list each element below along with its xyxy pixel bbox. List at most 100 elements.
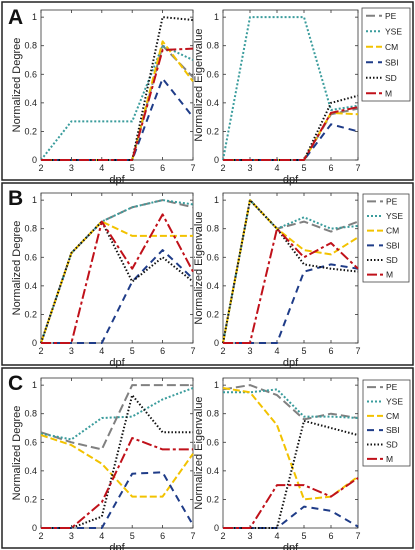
chart-a-degree: 2 3 4 5 6 7 0 0.2 0.4 0.6 0.8 1 dpf Normalized Degree (11, 9, 196, 186)
series-line-cm (40, 434, 194, 498)
y-tick-label: 0.2 (24, 494, 37, 504)
y-tick-label: 0.4 (206, 466, 219, 476)
x-tick-label: 5 (130, 163, 135, 173)
x-tick-label: 5 (301, 163, 306, 173)
y-tick-label: 0.8 (24, 409, 37, 419)
series-line-m (223, 477, 359, 529)
y-tick-label: 0 (32, 155, 37, 165)
y-axis-label: Normalized Eigenvalue (193, 396, 205, 509)
series-line-m (41, 437, 193, 529)
legend-label-pe: PE (386, 382, 398, 392)
legend-label-m: M (386, 454, 393, 464)
series-line-m (223, 227, 359, 344)
y-tick-label: 0.6 (206, 69, 219, 79)
chart-b-eigenvalue: 2 3 4 5 6 7 0 0.2 0.4 0.6 0.8 1 dpf Normalized Eigenv… (193, 192, 361, 369)
series-line-sd (222, 199, 359, 344)
series-line-pe (41, 44, 194, 161)
y-tick-label: 0.6 (24, 437, 37, 447)
legend-label-sbi: SBI (386, 425, 400, 435)
y-axis-label: Normalized Eigenvalue (193, 211, 205, 324)
legend-label-sbi: SBI (385, 57, 399, 67)
y-tick-label: 0 (32, 523, 37, 533)
x-tick-label: 7 (355, 163, 360, 173)
legend-label-pe: PE (385, 11, 397, 21)
x-tick-label: 5 (301, 531, 306, 541)
legend-label-cm: CM (385, 42, 398, 52)
x-axis-label: dpf (109, 357, 125, 369)
series-line-pe (40, 384, 193, 451)
y-tick-label: 0.4 (206, 98, 219, 108)
x-tick-label: 2 (38, 346, 43, 356)
series-line-sbi (223, 505, 359, 529)
y-tick-label: 1 (214, 12, 219, 22)
y-tick-label: 0.6 (24, 69, 37, 79)
y-tick-label: 0.2 (206, 494, 219, 504)
x-tick-label: 5 (130, 531, 135, 541)
y-tick-label: 1 (32, 380, 37, 390)
x-tick-label: 2 (38, 163, 43, 173)
x-tick-label: 6 (160, 163, 165, 173)
x-axis-label: dpf (283, 542, 299, 550)
panel-label-b: B (8, 187, 23, 210)
y-axis-label: Normalized Degree (11, 406, 23, 501)
plot-area (222, 192, 359, 344)
legend-a: PE YSE CM SBI SD M (361, 7, 411, 102)
y-tick-label: 0.2 (24, 126, 37, 136)
panel-c-frame (1, 367, 414, 549)
legend-label-pe: PE (386, 196, 398, 206)
x-tick-label: 2 (220, 163, 225, 173)
y-axis-label: Normalized Degree (11, 221, 23, 316)
x-tick-label: 7 (355, 346, 360, 356)
series-line-yse (40, 387, 194, 441)
x-tick-label: 4 (274, 531, 279, 541)
legend-label-yse: YSE (385, 26, 402, 36)
legend-b: PE YSE CM SBI SD M (362, 193, 410, 283)
x-axis-label: dpf (283, 357, 299, 369)
legend-label-sbi: SBI (386, 240, 400, 250)
x-tick-label: 3 (247, 163, 252, 173)
x-tick-label: 4 (274, 163, 279, 173)
x-tick-label: 6 (160, 531, 165, 541)
y-tick-label: 0 (214, 523, 219, 533)
legend-box (362, 379, 411, 467)
y-tick-label: 0.2 (206, 126, 219, 136)
x-axis-label: dpf (109, 174, 125, 186)
x-tick-label: 5 (130, 346, 135, 356)
chart-a-eigenvalue: 2 3 4 5 6 7 0 0.2 0.4 0.6 0.8 1 dpf Normalized Eigenv… (193, 9, 361, 186)
chart-b-degree: 2 3 4 5 6 7 0 0.2 0.4 0.6 0.8 1 dpf Normalized Degree (11, 192, 196, 369)
series-line-yse (223, 388, 359, 419)
x-tick-label: 3 (247, 531, 252, 541)
y-tick-label: 0.8 (206, 41, 219, 51)
legend-label-m: M (385, 88, 392, 98)
series-line-yse (222, 16, 359, 161)
y-tick-label: 0.2 (24, 309, 37, 319)
x-axis-label: dpf (109, 542, 125, 550)
panel-a-frame (1, 1, 414, 181)
panel-b-frame (1, 182, 414, 366)
y-tick-label: 0.6 (206, 252, 219, 262)
x-tick-label: 2 (38, 531, 43, 541)
x-tick-label: 6 (328, 163, 333, 173)
y-tick-label: 0.4 (24, 466, 37, 476)
legend-label-sd: SD (386, 440, 398, 450)
series-line-yse (40, 199, 194, 344)
x-tick-label: 4 (99, 346, 104, 356)
y-tick-label: 0.2 (206, 309, 219, 319)
x-axis-label: dpf (283, 174, 299, 186)
plot-area (222, 9, 359, 161)
legend-box (362, 193, 410, 283)
x-tick-label: 2 (220, 531, 225, 541)
x-tick-label: 3 (247, 346, 252, 356)
y-tick-label: 1 (32, 12, 37, 22)
y-tick-label: 0.8 (24, 224, 37, 234)
x-tick-label: 7 (355, 531, 360, 541)
x-tick-label: 7 (190, 163, 195, 173)
y-axis-label: Normalized Eigenvalue (193, 28, 205, 141)
x-tick-label: 3 (69, 163, 74, 173)
series-line-pe (222, 384, 359, 421)
y-tick-label: 0.6 (24, 252, 37, 262)
y-tick-label: 0.8 (206, 224, 219, 234)
plot-area (40, 9, 194, 161)
x-tick-label: 3 (69, 531, 74, 541)
chart-c-degree: 2 3 4 5 6 7 0 0.2 0.4 0.6 0.8 1 dpf Normalized Degree (11, 377, 196, 550)
